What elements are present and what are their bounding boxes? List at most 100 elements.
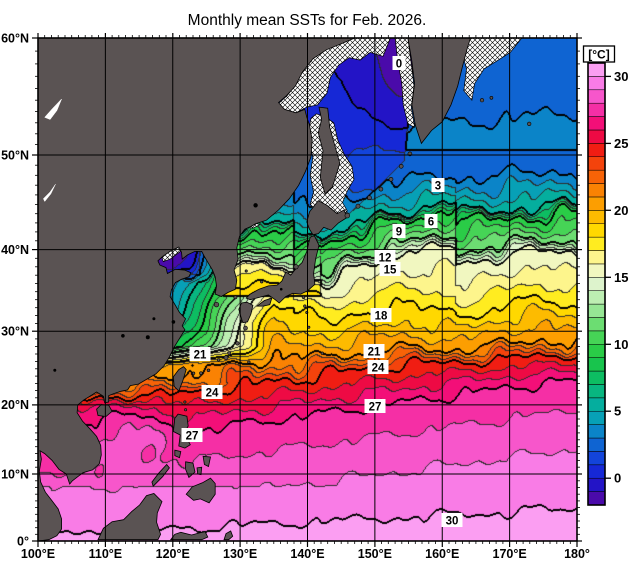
snow-mongolia bbox=[43, 184, 56, 202]
colorbar-segment-13 bbox=[587, 290, 606, 305]
y-axis-label-20: 20°N bbox=[1, 398, 29, 412]
x-axis-label-100: 100°E bbox=[21, 547, 55, 561]
contour-label-18-6: 18 bbox=[370, 308, 392, 323]
x-axis-label-120: 120°E bbox=[156, 547, 190, 561]
lake-dot-1 bbox=[145, 335, 150, 340]
island-dot-17 bbox=[192, 371, 196, 375]
land-hainan bbox=[96, 404, 113, 417]
contour-label-box bbox=[181, 428, 203, 442]
colorbar-segment-0 bbox=[587, 464, 606, 479]
colorbar-segment-19 bbox=[587, 210, 606, 224]
colorbar-segment-22 bbox=[587, 169, 606, 184]
island-dot-16 bbox=[199, 371, 203, 376]
island-dot-28 bbox=[244, 269, 248, 273]
colorbar-segment-16 bbox=[587, 250, 606, 265]
colorbar-tick-label-20: 20 bbox=[614, 203, 628, 218]
contour-label-text: 30 bbox=[446, 516, 459, 528]
land-cebu-bohol bbox=[196, 466, 203, 476]
contour-label-text: 27 bbox=[186, 431, 199, 443]
land-borneo bbox=[97, 493, 163, 541]
colorbar-segment-30 bbox=[587, 62, 606, 77]
colorbar-unit-label: [°C] bbox=[588, 48, 609, 62]
colorbar-unit-box bbox=[582, 45, 616, 63]
y-axis-label-60: 60°N bbox=[1, 31, 29, 45]
island-dot-30 bbox=[184, 408, 188, 412]
x-axis-label-180: 180° bbox=[564, 547, 590, 561]
y-axis-label-50: 50°N bbox=[1, 148, 29, 162]
contour-label-box bbox=[189, 347, 211, 361]
colorbar-segment-20 bbox=[587, 196, 606, 211]
y-axis-label-10: 10°N bbox=[1, 467, 29, 481]
chart-title: Monthly mean SSTs for Feb. 2026. bbox=[188, 12, 427, 29]
island-dot-1 bbox=[355, 203, 361, 209]
contour-label-24-11: 24 bbox=[201, 385, 223, 400]
contour-label-text: 24 bbox=[206, 388, 219, 400]
land-panay-negros bbox=[185, 461, 196, 479]
colorbar-segment--2 bbox=[587, 491, 606, 506]
land-palawan bbox=[151, 463, 170, 487]
contour-label-box bbox=[392, 56, 406, 70]
colorbar-segment-5 bbox=[587, 397, 606, 412]
y-axis-label-30: 30°N bbox=[1, 324, 29, 338]
colorbar-segment--1 bbox=[587, 477, 606, 492]
contour-label-box bbox=[441, 513, 463, 527]
contour-label-text: 3 bbox=[435, 181, 441, 193]
contour-label-3-1: 3 bbox=[431, 178, 445, 193]
x-axis-label-160: 160°E bbox=[425, 547, 459, 561]
colorbar-segment-23 bbox=[587, 156, 606, 171]
island-dot-10 bbox=[243, 325, 248, 331]
land-asia-mainland bbox=[38, 38, 355, 541]
contour-label-box bbox=[374, 250, 396, 264]
colorbar-segment-8 bbox=[587, 357, 606, 372]
contour-label-box bbox=[367, 360, 389, 374]
colorbar-border bbox=[587, 62, 606, 506]
contour-label-24-8: 24 bbox=[367, 360, 389, 375]
land-halmahera bbox=[223, 530, 234, 541]
contour-label-text: 0 bbox=[396, 59, 402, 71]
x-axis-label-170: 170°E bbox=[493, 547, 527, 561]
land-shikoku bbox=[255, 297, 273, 307]
lake-dot-6 bbox=[53, 368, 57, 372]
island-dot-11 bbox=[235, 341, 240, 346]
colorbar-segment-24 bbox=[587, 143, 606, 158]
contour-label-text: 15 bbox=[384, 265, 397, 277]
island-dot-13 bbox=[223, 355, 229, 361]
contour-label-15-5: 15 bbox=[379, 262, 401, 277]
contour-label-6-2: 6 bbox=[424, 214, 438, 229]
land-taiwan bbox=[172, 366, 187, 392]
contour-label-text: 27 bbox=[369, 402, 382, 414]
island-dot-29 bbox=[183, 400, 187, 404]
land-honshu bbox=[245, 234, 320, 304]
land-hokkaido bbox=[306, 200, 348, 236]
colorbar-segment-21 bbox=[587, 183, 606, 198]
lake-dot-2 bbox=[121, 334, 125, 338]
colorbar-segment-18 bbox=[587, 223, 606, 238]
island-dot-14 bbox=[216, 358, 221, 362]
colorbar-segment-9 bbox=[587, 344, 606, 358]
contour-label-box bbox=[424, 214, 438, 228]
lake-dot-4 bbox=[152, 317, 156, 321]
contour-label-box bbox=[370, 308, 392, 322]
island-dot-19 bbox=[303, 304, 307, 308]
island-dot-18 bbox=[301, 295, 306, 299]
island-dot-0 bbox=[344, 212, 350, 219]
land-kamchatka bbox=[407, 38, 471, 145]
colorbar-segment-27 bbox=[587, 102, 606, 117]
island-dot-23 bbox=[247, 360, 251, 364]
snow-baikal bbox=[44, 98, 62, 120]
land-kyushu bbox=[238, 301, 254, 324]
contour-label-text: 18 bbox=[375, 311, 388, 323]
colorbar-segment-14 bbox=[587, 277, 606, 291]
island-dot-7 bbox=[479, 98, 485, 103]
contour-label-9-3: 9 bbox=[392, 224, 406, 239]
colorbar-segment-17 bbox=[587, 236, 606, 251]
colorbar-segment-1 bbox=[587, 451, 606, 466]
island-dot-4 bbox=[388, 177, 394, 182]
colorbar-segment-2 bbox=[587, 437, 606, 452]
land-mindoro bbox=[174, 449, 182, 459]
colorbar-segment-3 bbox=[587, 424, 606, 439]
land-sakhalin bbox=[317, 106, 341, 195]
island-dot-9 bbox=[527, 121, 532, 126]
island-dot-25 bbox=[233, 295, 238, 300]
contour-label-box bbox=[364, 399, 386, 413]
